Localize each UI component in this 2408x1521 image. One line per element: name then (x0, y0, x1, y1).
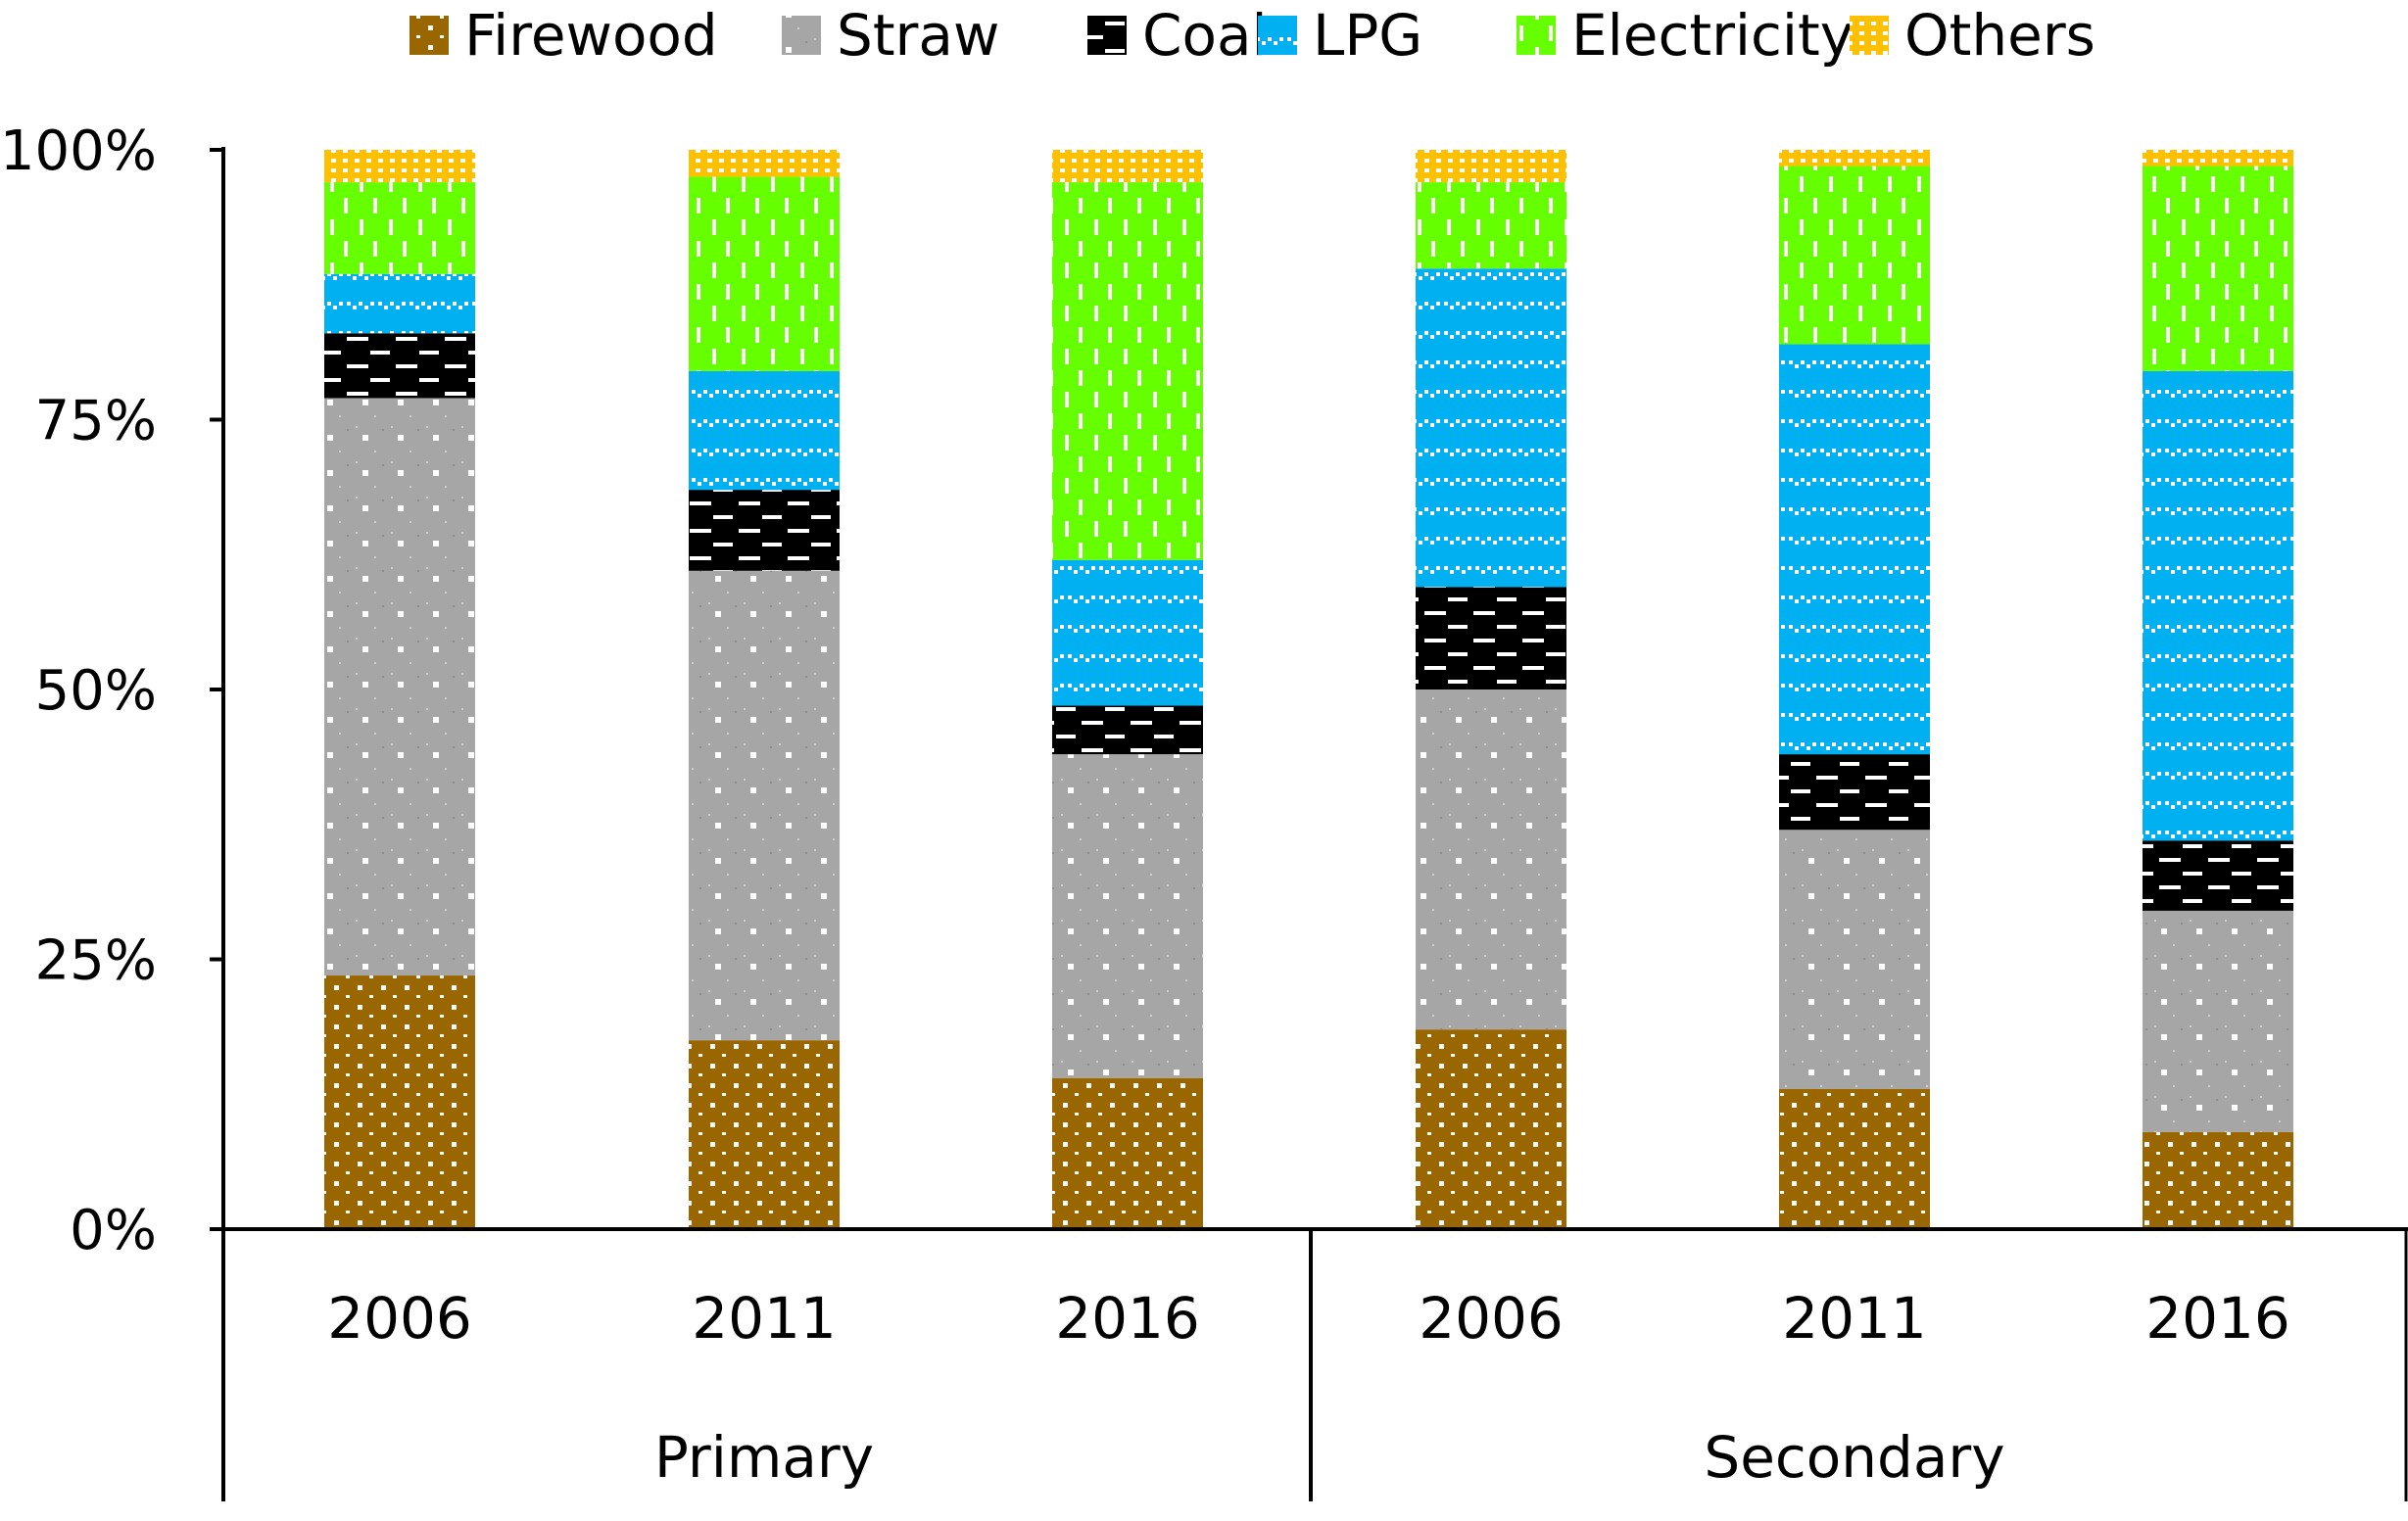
bar-stack-secondary-2006 (1416, 150, 1566, 1229)
bar-segment-pattern-straw-secondary-2006 (1416, 689, 1566, 1030)
legend-swatch-pattern-firewood (409, 16, 449, 55)
bar-segment-pattern-lpg-primary-2011 (689, 370, 840, 491)
bar-segment-pattern-firewood-secondary-2016 (2143, 1131, 2293, 1229)
y-tick-label-75-: 75% (35, 390, 157, 453)
legend-label-coal: Coal (1142, 2, 1268, 69)
bar-segment-pattern-others-primary-2011 (689, 150, 840, 177)
bar-segment-pattern-coal-secondary-2011 (1779, 754, 1930, 831)
bar-segment-pattern-coal-secondary-2016 (2143, 840, 2293, 911)
x-category-label-2011: 2011 (692, 1285, 837, 1352)
group-label-secondary: Secondary (1704, 1424, 2004, 1491)
bar-segment-pattern-straw-secondary-2011 (1779, 830, 1930, 1089)
legend-item-electricity: Electricity (1517, 2, 1854, 69)
axes (221, 147, 2408, 1501)
y-axis-tick-labels: 0% 25% 50% 75% 100% (0, 119, 157, 1262)
bar-stack-secondary-2011 (1779, 150, 1930, 1229)
bars (324, 150, 2293, 1229)
bar-segment-pattern-electricity-primary-2011 (689, 176, 840, 371)
bar-segment-pattern-firewood-primary-2016 (1052, 1077, 1203, 1229)
legend-label-others: Others (1904, 2, 2095, 69)
x-category-label-2006: 2006 (327, 1285, 472, 1352)
legend-swatch-pattern-electricity (1517, 16, 1556, 55)
legend-item-lpg: LPG (1258, 2, 1422, 69)
bar-stack-secondary-2016 (2143, 150, 2293, 1229)
bar-segment-pattern-firewood-primary-2006 (324, 975, 475, 1229)
legend-label-lpg: LPG (1313, 2, 1422, 69)
legend-swatch-pattern-straw (782, 16, 821, 55)
y-axis-ticks (210, 148, 223, 1231)
bar-segment-pattern-straw-secondary-2016 (2143, 910, 2293, 1132)
legend-label-straw: Straw (837, 2, 999, 69)
bar-stack-primary-2016 (1052, 150, 1203, 1229)
category-labels: 2006 2011 2016 2006 2011 2016 (327, 1285, 2290, 1352)
legend-swatch-pattern-others (1850, 16, 1889, 55)
legend-swatch-pattern-coal (1087, 16, 1127, 55)
bar-segment-pattern-lpg-secondary-2016 (2143, 370, 2293, 841)
bar-segment-pattern-electricity-primary-2016 (1052, 182, 1203, 560)
group-labels: Primary Secondary (654, 1424, 2005, 1491)
bar-segment-pattern-others-secondary-2006 (1416, 150, 1566, 183)
y-tick-label-0-: 0% (70, 1199, 157, 1262)
bar-segment-pattern-electricity-secondary-2016 (2143, 166, 2293, 371)
legend-item-coal: Coal (1087, 2, 1268, 69)
x-category-label-2006: 2006 (1419, 1285, 1564, 1352)
bar-stack-primary-2006 (324, 150, 475, 1229)
bar-segment-pattern-coal-primary-2011 (689, 490, 840, 571)
bar-stack-primary-2011 (689, 150, 840, 1229)
bar-segment-pattern-electricity-secondary-2011 (1779, 166, 1930, 345)
x-category-label-2016: 2016 (2145, 1285, 2290, 1352)
bar-segment-pattern-straw-primary-2011 (689, 570, 840, 1041)
bar-segment-pattern-lpg-secondary-2006 (1416, 268, 1566, 588)
group-label-primary: Primary (654, 1424, 874, 1491)
bar-segment-pattern-firewood-secondary-2011 (1779, 1088, 1930, 1229)
legend-item-others: Others (1850, 2, 2095, 69)
bar-segment-pattern-others-primary-2006 (324, 150, 475, 183)
bar-segment-pattern-coal-primary-2006 (324, 333, 475, 399)
y-tick-label-50-: 50% (35, 659, 157, 723)
legend-label-electricity: Electricity (1571, 2, 1854, 69)
legend-label-firewood: Firewood (464, 2, 718, 69)
bar-segment-pattern-coal-secondary-2006 (1416, 587, 1566, 689)
bar-segment-pattern-coal-primary-2016 (1052, 705, 1203, 755)
bar-segment-pattern-firewood-secondary-2006 (1416, 1029, 1566, 1229)
x-category-label-2011: 2011 (1782, 1285, 1927, 1352)
y-tick-label-100-: 100% (0, 119, 157, 183)
x-category-label-2016: 2016 (1055, 1285, 1200, 1352)
legend-item-straw: Straw (782, 2, 999, 69)
bar-segment-pattern-electricity-secondary-2006 (1416, 182, 1566, 269)
bar-segment-pattern-straw-primary-2016 (1052, 754, 1203, 1078)
legend-swatch-pattern-lpg (1258, 16, 1297, 55)
bar-segment-pattern-firewood-primary-2011 (689, 1040, 840, 1229)
bar-segment-pattern-lpg-primary-2006 (324, 273, 475, 334)
bar-segment-pattern-others-secondary-2016 (2143, 150, 2293, 166)
y-tick-label-25-: 25% (35, 929, 157, 993)
legend-item-firewood: Firewood (409, 2, 718, 69)
bar-segment-pattern-straw-primary-2006 (324, 398, 475, 976)
bar-segment-pattern-others-primary-2016 (1052, 150, 1203, 183)
bar-segment-pattern-lpg-primary-2016 (1052, 559, 1203, 706)
bar-segment-pattern-lpg-secondary-2011 (1779, 344, 1930, 755)
legend: Firewood Straw Coal LPG Electricity Others (409, 2, 2095, 69)
bar-segment-pattern-others-secondary-2011 (1779, 150, 1930, 166)
bar-segment-pattern-electricity-primary-2006 (324, 182, 475, 274)
